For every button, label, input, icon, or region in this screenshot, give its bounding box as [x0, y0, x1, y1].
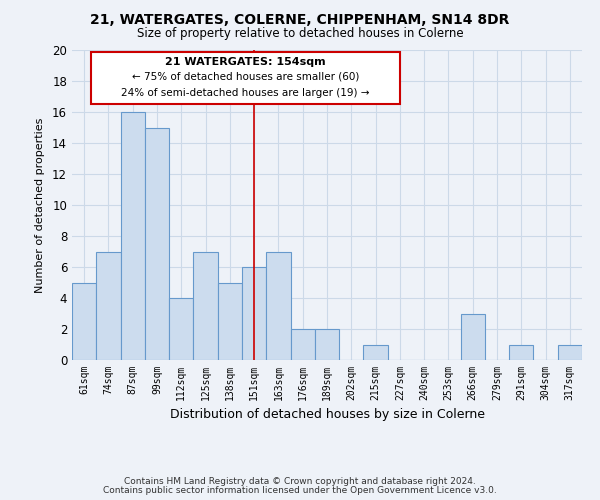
- X-axis label: Distribution of detached houses by size in Colerne: Distribution of detached houses by size …: [170, 408, 485, 422]
- Bar: [461, 314, 485, 360]
- Bar: [193, 252, 218, 360]
- Bar: [218, 282, 242, 360]
- Text: Size of property relative to detached houses in Colerne: Size of property relative to detached ho…: [137, 28, 463, 40]
- Bar: [96, 252, 121, 360]
- Bar: [121, 112, 145, 360]
- Bar: [242, 267, 266, 360]
- Bar: [558, 344, 582, 360]
- Y-axis label: Number of detached properties: Number of detached properties: [35, 118, 45, 292]
- Bar: [364, 344, 388, 360]
- Text: Contains public sector information licensed under the Open Government Licence v3: Contains public sector information licen…: [103, 486, 497, 495]
- Bar: [315, 329, 339, 360]
- Text: Contains HM Land Registry data © Crown copyright and database right 2024.: Contains HM Land Registry data © Crown c…: [124, 477, 476, 486]
- Text: 21 WATERGATES: 154sqm: 21 WATERGATES: 154sqm: [166, 56, 326, 66]
- Text: 24% of semi-detached houses are larger (19) →: 24% of semi-detached houses are larger (…: [121, 88, 370, 99]
- Bar: [145, 128, 169, 360]
- Text: ← 75% of detached houses are smaller (60): ← 75% of detached houses are smaller (60…: [132, 72, 359, 82]
- Bar: [72, 282, 96, 360]
- Bar: [266, 252, 290, 360]
- Text: 21, WATERGATES, COLERNE, CHIPPENHAM, SN14 8DR: 21, WATERGATES, COLERNE, CHIPPENHAM, SN1…: [91, 12, 509, 26]
- Bar: [290, 329, 315, 360]
- FancyBboxPatch shape: [91, 52, 400, 104]
- Bar: [169, 298, 193, 360]
- Bar: [509, 344, 533, 360]
